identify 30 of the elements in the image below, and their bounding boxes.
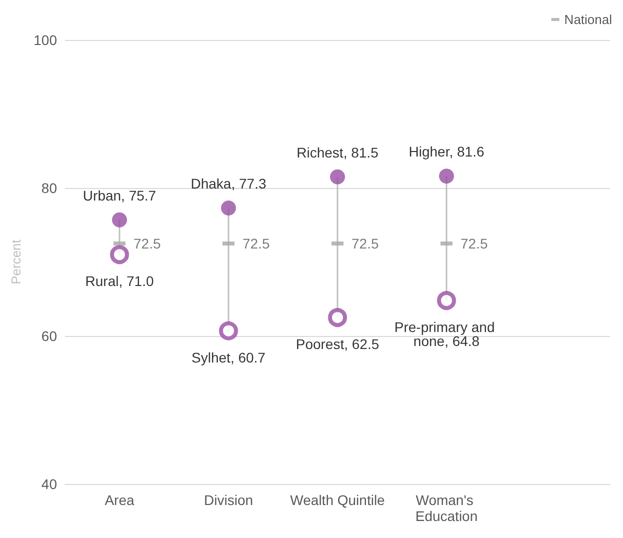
data-label: Pre-primary and none, 64.8 [394, 318, 499, 349]
x-tick-label: Area [104, 492, 134, 508]
data-label: Dhaka, 77.3 [190, 175, 266, 192]
legend-label: National [564, 12, 612, 27]
data-label: 72.5 [134, 236, 161, 252]
point [219, 321, 238, 340]
data-label: Richest, 81.5 [296, 144, 379, 160]
data-label: Sylhet, 60.7 [192, 349, 266, 366]
data-label: Higher, 81.6 [408, 144, 484, 160]
y-tick-label: 40 [41, 476, 58, 492]
data-label: Poorest, 62.5 [296, 336, 380, 352]
x-tick-label: Division [204, 492, 254, 508]
data-label: 72.5 [242, 236, 270, 252]
y-tick-label: 60 [41, 328, 58, 344]
data-label: Rural, 71.0 [85, 273, 154, 290]
data-label: 72.5 [460, 236, 488, 252]
x-tick-label: Woman's Education [415, 492, 478, 524]
point [110, 245, 129, 264]
point [221, 200, 236, 216]
point [439, 168, 454, 184]
point [328, 308, 347, 327]
y-tick-label: 80 [41, 180, 58, 196]
data-label: 72.5 [352, 236, 379, 252]
data-label: Urban, 75.7 [82, 187, 156, 204]
point [437, 290, 456, 310]
point [330, 169, 345, 184]
point [112, 212, 127, 228]
y-axis-title: Percent [8, 239, 24, 284]
x-tick-label: Wealth Quintile [290, 492, 386, 508]
y-tick-label: 100 [34, 32, 58, 48]
